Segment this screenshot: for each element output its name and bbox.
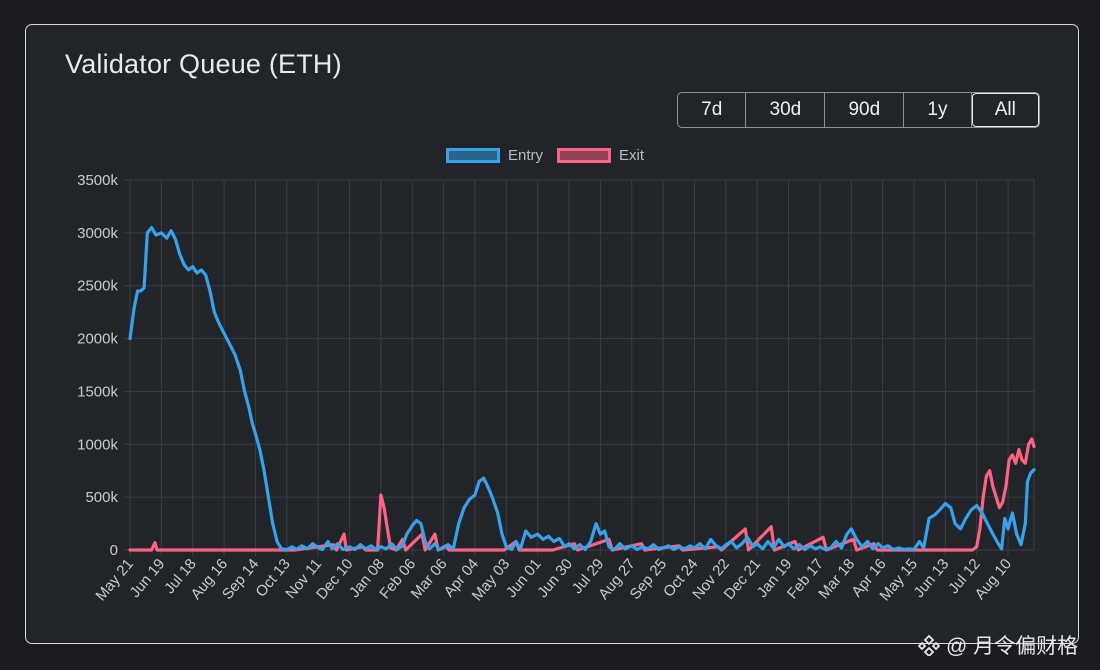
- legend-swatch-entry: [446, 148, 500, 163]
- legend-item-exit[interactable]: Exit: [557, 147, 644, 164]
- legend-label-exit: Exit: [619, 147, 645, 164]
- y-tick-label: 2500k: [77, 278, 118, 295]
- x-tick-label: Jun 30: [534, 556, 576, 601]
- y-tick-label: 1500k: [77, 383, 118, 400]
- time-range-selector: 7d 30d 90d 1y All: [677, 92, 1040, 128]
- diamond-logo-icon: [918, 634, 940, 656]
- range-all-button[interactable]: All: [972, 93, 1039, 127]
- series-line-exit: [128, 437, 1036, 552]
- chart-legend: Entry Exit: [446, 147, 650, 164]
- legend-label-entry: Entry: [508, 147, 544, 164]
- y-tick-label: 0: [110, 542, 118, 559]
- y-tick-label: 1000k: [77, 436, 118, 453]
- range-1y-button[interactable]: 1y: [904, 93, 972, 127]
- watermark-text: @ 月令偏财格: [946, 635, 1079, 658]
- x-tick-label: May 21: [92, 556, 137, 605]
- range-30d-button[interactable]: 30d: [746, 93, 826, 127]
- y-tick-label: 3500k: [77, 172, 118, 189]
- line-chart: 0 500k 1000k 1500k 2000k 2500k 3000k 3500k May 2…: [77, 172, 1036, 605]
- chart-title: Validator Queue (ETH): [65, 49, 342, 79]
- series-line-entry: [128, 226, 1036, 552]
- chart-card: Validator Queue (ETH) 7d 30d 90d 1y All …: [25, 24, 1079, 644]
- y-tick-label: 500k: [85, 489, 118, 506]
- y-tick-label: 2000k: [77, 331, 118, 348]
- range-90d-button[interactable]: 90d: [825, 93, 905, 127]
- range-7d-button[interactable]: 7d: [678, 93, 747, 127]
- watermark: @ 月令偏财格: [918, 630, 1078, 660]
- legend-item-entry[interactable]: Entry: [446, 147, 543, 164]
- y-tick-label: 3000k: [77, 225, 118, 242]
- x-tick-label: Jun 13: [910, 556, 952, 601]
- legend-swatch-exit: [557, 148, 612, 163]
- x-tick-label: Jun 19: [126, 556, 168, 601]
